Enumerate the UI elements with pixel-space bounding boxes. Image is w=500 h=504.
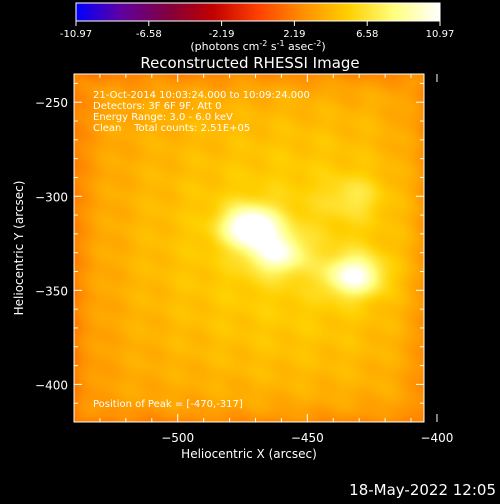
colorbar-unit-label: (photons cm-2 s-1 asec-2) xyxy=(190,39,325,53)
colorbar-tick-label: -6.58 xyxy=(136,29,162,40)
plot-frame xyxy=(73,73,425,423)
footer-timestamp: 18-May-2022 12:05 xyxy=(349,481,496,499)
colorbar-tick-label: 6.58 xyxy=(356,29,378,40)
y-tick-label: −250 xyxy=(35,96,68,110)
colorbar-tick-label: -2.19 xyxy=(209,29,235,40)
x-axis: −500 −450 −400 xyxy=(99,74,453,445)
colorbar-tick-label: 2.19 xyxy=(283,29,305,40)
chart-title: Reconstructed RHESSI Image xyxy=(140,54,359,72)
annotation-detectors: Detectors: 3F 6F 9F, Att 0 xyxy=(93,101,221,112)
y-axis-label: Heliocentric Y (arcsec) xyxy=(12,181,26,316)
annotation-time-range: 21-Oct-2014 10:03:24.000 to 10:09:24.000 xyxy=(93,90,310,101)
heatmap-canvas xyxy=(74,74,424,422)
x-axis-label: Heliocentric X (arcsec) xyxy=(181,447,317,461)
annotation-energy-range: Energy Range: 3.0 - 6.0 keV xyxy=(93,112,233,123)
y-tick-label: −350 xyxy=(35,284,68,298)
colorbar-ticks: -10.97 -6.58 -2.19 2.19 6.58 10.97 xyxy=(60,21,454,40)
annotation-clean-counts: Clean Total counts: 2.51E+05 xyxy=(93,123,250,134)
colorbar-tick-label: 10.97 xyxy=(426,29,455,40)
y-tick-label: −300 xyxy=(35,190,68,204)
colorbar-tick-label: -10.97 xyxy=(60,29,92,40)
colorbar-fill xyxy=(75,2,441,22)
y-tick-label: −400 xyxy=(35,378,68,392)
x-tick-label: −450 xyxy=(291,431,324,445)
colorbar: -10.97 -6.58 -2.19 2.19 6.58 10.97 (photons c… xyxy=(60,2,454,53)
y-axis: −250 −300 −350 −400 xyxy=(35,82,424,404)
x-tick-label: −400 xyxy=(420,431,453,445)
heatmap-image xyxy=(74,74,424,422)
peak-position-label: Position of Peak = [-470,-317] xyxy=(93,399,243,410)
x-tick-label: −500 xyxy=(161,431,194,445)
annotation-block: 21-Oct-2014 10:03:24.000 to 10:09:24.000… xyxy=(93,90,310,134)
